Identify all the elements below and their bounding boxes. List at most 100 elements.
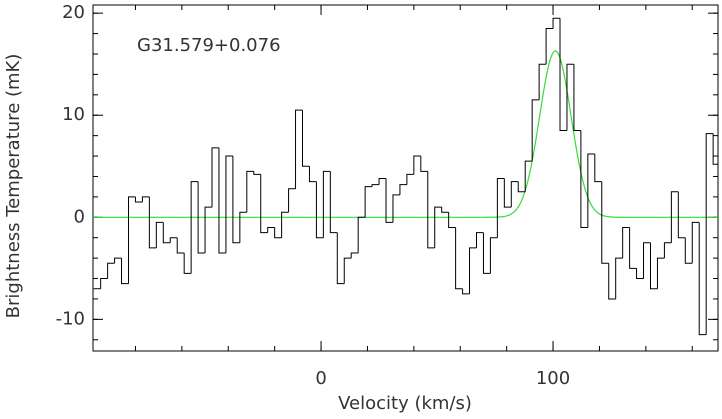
spectrum-channel — [538, 63, 547, 100]
spectrum-channel — [475, 232, 484, 248]
spectrum-channel — [587, 153, 595, 228]
x-tick-label: 100 — [536, 368, 570, 389]
spectrum-channel — [301, 110, 310, 167]
spectrum-channel — [260, 174, 268, 234]
gaussian-fit — [93, 50, 718, 218]
spectrum-channel — [295, 109, 303, 189]
spectrum-channel — [281, 211, 289, 238]
spectrum-channel — [677, 191, 686, 239]
spectrum-channel — [197, 181, 206, 254]
spectrum-channel — [629, 227, 637, 269]
spectrum-channel — [127, 196, 136, 284]
spectrum-channel — [246, 170, 254, 213]
spectrum-channel — [684, 237, 693, 264]
spectrum-channel — [517, 181, 526, 193]
spectrum-channel — [350, 252, 359, 259]
spectrum-channel — [594, 154, 602, 183]
spectrum-channel — [322, 170, 331, 238]
spectrum-channel — [510, 181, 519, 208]
spectrum-channel — [524, 160, 533, 192]
spectrum-channel — [670, 191, 679, 243]
spectrum-channel — [663, 242, 672, 259]
spectrum-channel — [114, 257, 122, 264]
spectrum-channel — [455, 227, 463, 290]
spectrum-channel — [712, 133, 718, 165]
spectrum-channel — [559, 18, 567, 132]
spectrum-channel — [121, 258, 129, 285]
spectrum-channel — [107, 262, 115, 279]
spectrum-channel — [315, 181, 324, 239]
spectrum-channel — [100, 278, 108, 289]
spectrum-channel — [329, 171, 338, 234]
spectrum-channel — [357, 216, 366, 254]
spectrum-channel — [385, 178, 393, 223]
spectrum-channel — [566, 63, 574, 131]
spectrum-channel — [636, 268, 644, 280]
spectrum-channel — [622, 227, 630, 259]
spectrum-channel — [204, 206, 213, 254]
spectrum-channel — [155, 221, 164, 248]
spectrum-channel — [336, 232, 345, 285]
spectrum-channel — [545, 27, 554, 65]
y-axis-label: Brightness Temperature (mK) — [3, 54, 24, 319]
spectrum-channel — [371, 184, 380, 187]
y-tick-label: 20 — [62, 2, 85, 23]
y-tick-label: -10 — [56, 308, 85, 329]
spectrum-channel — [141, 196, 150, 202]
spectrum-channel — [406, 173, 414, 185]
spectrum-channel — [308, 166, 317, 183]
spectrum-channel — [183, 253, 192, 274]
spectrum-channel — [462, 288, 470, 295]
spectrum-channel — [134, 196, 143, 203]
spectrum-channel — [413, 155, 421, 175]
spectrum-channel — [343, 257, 352, 284]
spectrum-channel — [489, 237, 498, 274]
spectrum-channel — [649, 242, 658, 290]
spectrum-channel — [267, 227, 275, 233]
spectrum-channel — [698, 222, 707, 336]
spectrum-channel — [705, 133, 714, 335]
spectrum-channel — [218, 147, 226, 254]
spectrum-channel — [162, 222, 171, 244]
spectrum-channel — [420, 156, 428, 172]
spectrum-channel — [469, 247, 477, 294]
spectrum-channel — [274, 227, 282, 239]
spectrum-channel — [615, 257, 623, 299]
spectrum-channel — [434, 206, 442, 248]
spectrum-channel — [232, 156, 240, 244]
spectrum-channel — [288, 188, 296, 213]
spectrum-channel — [448, 212, 456, 229]
spectrum-channel — [531, 99, 540, 162]
spectrum-channel — [364, 186, 373, 218]
y-tick-label: 0 — [74, 206, 85, 227]
spectrum-channel — [608, 263, 616, 300]
spectrum-channel — [148, 196, 157, 249]
spectrum-channel — [378, 178, 387, 185]
spectrum-channel — [580, 130, 588, 229]
spectrum-channel — [253, 171, 261, 175]
spectrum-channel — [239, 211, 247, 243]
spectrum-channel — [176, 237, 185, 254]
spectrum-channel — [190, 181, 199, 274]
spectrum-channel — [427, 171, 435, 249]
spectrum-channel — [601, 181, 609, 264]
plot-frame — [92, 4, 719, 352]
spectrum-channel — [691, 221, 700, 264]
annotation: G31.579+0.076 — [137, 35, 281, 56]
spectrum-channel — [211, 147, 219, 208]
x-axis-label: Velocity (km/s) — [338, 393, 472, 414]
y-tick-label: 10 — [62, 104, 85, 125]
spectrum-channel — [573, 64, 581, 132]
spectrum-channel — [503, 178, 512, 208]
spectrum-channel — [225, 155, 233, 254]
x-tick-label: 0 — [315, 368, 326, 389]
spectrum-channel — [399, 184, 407, 195]
spectrum-channel — [552, 17, 561, 29]
spectrum-channel — [482, 232, 491, 274]
spectrum-channel — [496, 178, 505, 238]
spectrum-channel — [441, 207, 449, 213]
spectrum-channel — [643, 242, 651, 279]
spectrum-channel — [169, 237, 178, 243]
spectrum-channel — [656, 257, 665, 289]
